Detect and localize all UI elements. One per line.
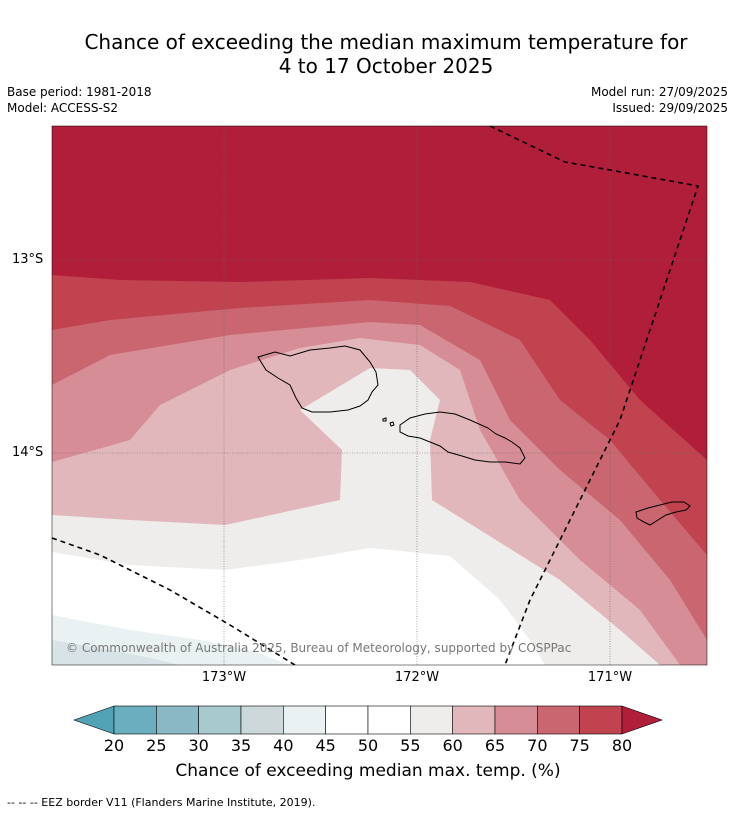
contour-layers: [52, 126, 707, 665]
colorbar-tick-label: 45: [315, 736, 336, 755]
colorbar-cell: [452, 705, 496, 735]
island-savaii: [257, 345, 379, 413]
colorbar-tick-label: 80: [611, 736, 633, 755]
colorbar: [73, 705, 663, 735]
colorbar-cell: [240, 705, 284, 735]
colorbar-tick-label: 70: [527, 736, 548, 755]
island-apolima: [389, 421, 395, 427]
map-frame: [51, 125, 708, 666]
map-title-line2: 4 to 17 October 2025: [278, 54, 494, 78]
map-title-line1: Chance of exceeding the median maximum t…: [84, 30, 688, 54]
colorbar-cell: [537, 705, 580, 735]
colorbar-cell: [494, 705, 538, 735]
islands: [257, 345, 691, 526]
colorbar-upper-arrow: [621, 705, 663, 735]
eez-border: [52, 126, 700, 665]
colorbar-tick-label: 20: [103, 736, 125, 755]
colorbar-tick-label: 55: [400, 736, 421, 755]
meta-right: Model run: 27/09/2025 Issued: 29/09/2025: [591, 84, 728, 116]
colorbar-title: Chance of exceeding median max. temp. (%…: [175, 761, 561, 781]
colorbar-cell: [198, 705, 242, 735]
lon-label-171w: 171°W: [587, 670, 633, 685]
model-run: Model run: 27/09/2025: [590, 85, 728, 99]
colorbar-tick-label: 60: [442, 736, 463, 755]
colorbar-cell: [410, 705, 453, 735]
island-upolu: [399, 411, 526, 465]
island-tutuila: [635, 501, 691, 526]
colorbar-lower-arrow: [73, 705, 115, 735]
copyright-notice: © Commonwealth of Australia 2025, Bureau…: [66, 641, 572, 655]
colorbar-cell: [367, 705, 411, 735]
contour-40-45: [52, 640, 180, 665]
lon-label-172w: 172°W: [394, 670, 440, 685]
issued-date: Issued: 29/09/2025: [612, 101, 728, 115]
colorbar-tick-label: 75: [569, 736, 590, 755]
lat-label-14s: 14°S: [12, 445, 44, 460]
colorbar-cell: [113, 705, 157, 735]
colorbar-cell: [579, 705, 623, 735]
colorbar-tick-label: 65: [484, 736, 506, 755]
eez-footnote: -- -- -- EEZ border V11 (Flanders Marine…: [7, 796, 316, 809]
model-name: Model: ACCESS-S2: [7, 101, 119, 115]
colorbar-cell: [156, 705, 199, 735]
graticule: [52, 126, 707, 665]
colorbar-tick-label: 35: [230, 736, 252, 755]
colorbar-tick-label: 40: [273, 736, 294, 755]
island-manono: [382, 417, 387, 422]
base-period: Base period: 1981-2018: [7, 85, 152, 99]
contour-50-55: [52, 548, 545, 665]
colorbar-cell: [283, 705, 326, 735]
colorbar-tick-label: 30: [188, 736, 209, 755]
colorbar-tick-label: 25: [146, 736, 167, 755]
colorbar-cell: [325, 705, 369, 735]
colorbar-tick-label: 50: [357, 736, 379, 755]
lat-label-13s: 13°S: [12, 252, 44, 267]
meta-left: Base period: 1981-2018 Model: ACCESS-S2: [7, 84, 152, 116]
map-title: Chance of exceeding the median maximum t…: [0, 30, 736, 78]
lon-label-173w: 173°W: [201, 670, 247, 685]
